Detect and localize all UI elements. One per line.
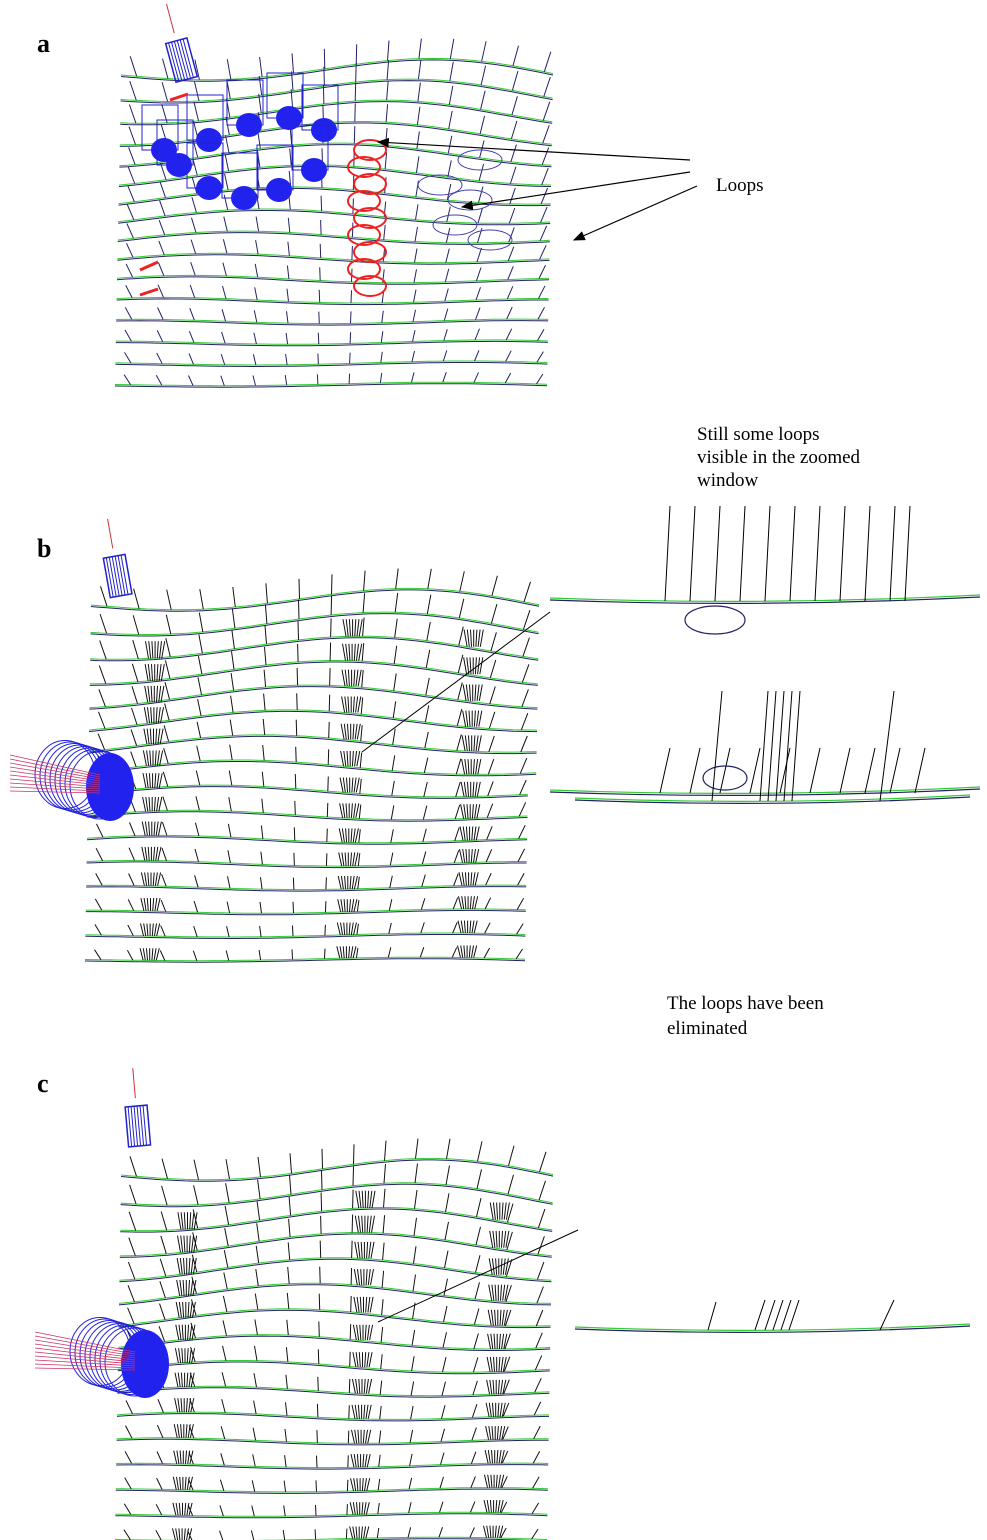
cutter xyxy=(266,178,292,202)
tool-axis-ticks xyxy=(95,946,523,961)
tool-axis-ticks xyxy=(129,1215,545,1256)
annotation: eliminated xyxy=(667,1018,748,1039)
tool-axis-ticks xyxy=(98,719,527,752)
arrow xyxy=(462,172,690,207)
tool-axis-ticks xyxy=(129,104,549,145)
tool-axis-ticks xyxy=(97,822,526,843)
tool-axis-ticks xyxy=(127,217,547,243)
annotation: Loops xyxy=(716,175,764,196)
tool-axis-ticks xyxy=(98,745,527,775)
loop xyxy=(685,606,745,634)
figure: a b c Loops Still some loops visible in … xyxy=(0,0,987,1540)
cutter-axis xyxy=(133,1068,136,1098)
mesh-line xyxy=(121,1183,553,1205)
cutter-axis xyxy=(108,519,113,549)
cutter xyxy=(121,1330,169,1398)
cutter xyxy=(311,118,337,142)
cutter-rays xyxy=(35,1332,135,1370)
zoom-ticks xyxy=(708,1300,894,1330)
cutter xyxy=(231,186,257,210)
tool-axis-ticks xyxy=(127,194,547,224)
cutter xyxy=(86,753,134,821)
mesh-line xyxy=(117,1386,549,1395)
mesh-line xyxy=(118,209,550,223)
cutter xyxy=(236,113,262,137)
panel-label: c xyxy=(37,1069,49,1098)
mesh-line xyxy=(87,812,527,821)
mesh-line xyxy=(86,887,526,892)
cutter-body xyxy=(128,1105,146,1146)
mesh-line xyxy=(117,255,549,264)
cutter-body xyxy=(169,39,194,82)
tool-axis-ticks xyxy=(101,569,531,610)
cutter xyxy=(97,517,132,598)
mesh-line xyxy=(121,79,553,101)
page: a b c Loops Still some loops visible in … xyxy=(0,0,987,1540)
mesh-line xyxy=(87,810,527,819)
cutter xyxy=(196,176,222,200)
annotation: The loops have been xyxy=(667,993,824,1014)
mesh-line xyxy=(118,211,550,225)
tool-axis-ticks xyxy=(100,593,530,635)
loop xyxy=(433,215,477,235)
tool-axis-ticks xyxy=(127,1319,542,1349)
mesh-line xyxy=(117,253,549,262)
mesh-line xyxy=(121,1158,553,1179)
cutter xyxy=(122,1067,151,1147)
mesh-line xyxy=(116,1465,548,1470)
annotation: Still some loops xyxy=(697,424,819,445)
mesh-line xyxy=(91,588,539,609)
tool-axis-ticks xyxy=(126,1398,541,1419)
cutter xyxy=(166,153,192,177)
tool-axis-ticks xyxy=(127,1346,542,1372)
cutter-axis xyxy=(166,4,174,33)
cutter xyxy=(156,1,197,82)
mesh-line xyxy=(119,187,551,204)
mesh-line xyxy=(117,1438,549,1444)
panel-label: b xyxy=(37,534,51,563)
loop xyxy=(448,190,492,210)
zoom-ticks xyxy=(660,748,925,793)
mesh-line xyxy=(120,102,552,125)
annotation: visible in the zoomed xyxy=(697,447,861,468)
tool-axis-ticks xyxy=(128,1293,543,1326)
annotation: window xyxy=(697,470,759,491)
cutter xyxy=(301,158,327,182)
mesh-line xyxy=(116,321,548,326)
tool-axis-ticks xyxy=(130,1164,546,1206)
zoom-ticks xyxy=(665,506,910,601)
panel-label: a xyxy=(37,29,50,58)
arrow xyxy=(574,186,697,240)
mesh-line xyxy=(87,860,527,866)
tool-axis-ticks xyxy=(130,1139,546,1180)
cutter xyxy=(196,128,222,152)
mesh-line xyxy=(91,612,539,634)
mesh-artwork xyxy=(10,1,980,1540)
cutter xyxy=(276,106,302,130)
loop xyxy=(468,230,512,250)
mesh-line xyxy=(117,297,549,303)
zoom-connector xyxy=(378,1230,578,1322)
tool-axis-ticks xyxy=(126,262,545,283)
